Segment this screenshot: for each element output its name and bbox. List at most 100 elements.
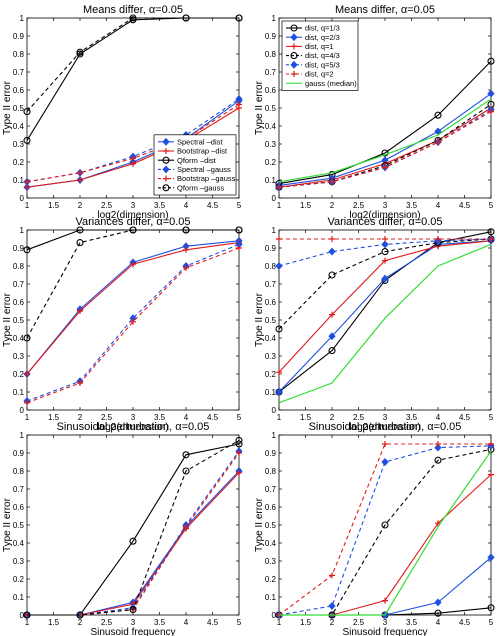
y-tick-label: 1 — [20, 14, 25, 23]
series-line — [27, 439, 240, 616]
data-point — [329, 236, 335, 242]
y-tick-label: 0.6 — [265, 86, 277, 95]
x-axis-label: log2(dimension) — [97, 210, 168, 221]
y-tick-label: 0.1 — [13, 176, 25, 185]
data-point — [382, 164, 388, 171]
y-tick-label: 0.5 — [265, 104, 277, 113]
x-tick-label: 4.5 — [207, 413, 219, 422]
x-axis-label: log2(dimension) — [349, 210, 420, 221]
legend-entry: dist, q=5/3 — [305, 60, 340, 69]
data-point — [76, 239, 84, 247]
data-point — [23, 246, 31, 254]
y-tick-label: 0.8 — [13, 50, 25, 59]
data-point — [434, 456, 442, 464]
x-tick-label: 2 — [330, 413, 335, 422]
data-point — [434, 609, 442, 617]
y-tick-label: 0.4 — [13, 539, 25, 548]
y-tick-label: 0.8 — [265, 467, 277, 476]
y-tick-label: 0.9 — [265, 244, 277, 253]
y-tick-label: 0.4 — [13, 334, 25, 343]
x-tick-label: 1.5 — [48, 618, 60, 627]
x-tick-label: 1.5 — [300, 413, 312, 422]
x-tick-label: 3.5 — [406, 618, 418, 627]
y-tick-label: 1 — [272, 431, 277, 440]
y-axis-label: Type II error — [254, 80, 265, 135]
series — [24, 239, 242, 377]
data-point — [163, 148, 169, 154]
series — [276, 236, 494, 242]
data-point — [382, 441, 388, 447]
y-axis-label: Type II error — [254, 292, 265, 347]
series — [275, 235, 495, 270]
data-point — [381, 149, 389, 157]
y-tick-label: 0.4 — [265, 122, 277, 131]
y-tick-label: 0.7 — [265, 68, 277, 77]
x-tick-label: 4.5 — [459, 201, 471, 210]
x-tick-label: 4.5 — [459, 413, 471, 422]
data-point — [329, 178, 335, 185]
data-point — [182, 14, 190, 22]
data-point — [162, 165, 170, 174]
chart-title: Means differ, α=0.05 — [83, 4, 183, 16]
data-point — [435, 236, 441, 242]
data-point — [381, 274, 389, 283]
x-tick-label: 1.5 — [300, 201, 312, 210]
series-line — [278, 98, 492, 183]
x-tick-label: 3.5 — [406, 201, 418, 210]
chart-panel-3: Variances differ, α=0.05 0 0.1 0.2 0.3 0.4 0.5… — [2, 216, 243, 433]
y-tick-label: 0.8 — [265, 262, 277, 271]
y-tick-label: 0.7 — [13, 68, 25, 77]
data-point — [129, 226, 137, 234]
y-tick-label: 0 — [20, 194, 25, 203]
y-tick-label: 0.9 — [13, 32, 25, 41]
y-tick-label: 0.7 — [13, 280, 25, 289]
x-axis-label: Sinusoid frequency — [90, 627, 175, 636]
data-point — [77, 177, 83, 183]
data-point — [487, 553, 495, 562]
x-tick-label: 2.5 — [101, 413, 113, 422]
series-line — [278, 243, 492, 404]
y-tick-label: 0.3 — [13, 557, 25, 566]
y-tick-label: 0.2 — [13, 370, 25, 379]
x-tick-label: 2 — [330, 618, 335, 627]
series-line — [279, 450, 492, 616]
legend-entry: dist, q=1/3 — [305, 24, 340, 33]
y-tick-label: 0.4 — [265, 539, 277, 548]
data-point — [329, 311, 335, 318]
data-point — [329, 572, 335, 579]
data-point — [434, 111, 442, 119]
data-point — [236, 450, 242, 456]
data-point — [130, 155, 136, 162]
data-point — [328, 332, 336, 341]
data-point — [328, 247, 336, 256]
data-point — [23, 611, 31, 619]
data-point — [76, 226, 84, 234]
data-point — [182, 226, 190, 234]
y-tick-label: 0.6 — [265, 298, 277, 307]
y-tick-label: 0.6 — [13, 86, 25, 95]
y-tick-label: 0.1 — [13, 388, 25, 397]
y-tick-label: 0.9 — [13, 244, 25, 253]
y-tick-label: 1 — [20, 226, 25, 235]
y-tick-label: 0.8 — [13, 262, 25, 271]
y-axis-label: Type II error — [2, 497, 13, 552]
series-line — [26, 247, 240, 404]
data-point — [182, 451, 190, 459]
x-tick-label: 5 — [237, 201, 242, 210]
legend-entry: Qform –dist — [177, 156, 217, 165]
y-tick-label: 0.5 — [13, 104, 25, 113]
x-tick-label: 2 — [78, 413, 83, 422]
x-tick-label: 4 — [436, 618, 441, 627]
data-point — [130, 318, 136, 325]
y-tick-label: 0.5 — [265, 521, 277, 530]
data-point — [381, 458, 389, 466]
x-tick-label: 2 — [78, 201, 83, 210]
series — [278, 98, 492, 183]
series — [279, 450, 492, 616]
y-tick-label: 0 — [272, 406, 277, 415]
data-point — [183, 264, 189, 271]
y-tick-label: 0.3 — [265, 557, 277, 566]
x-tick-label: 1 — [277, 618, 282, 627]
